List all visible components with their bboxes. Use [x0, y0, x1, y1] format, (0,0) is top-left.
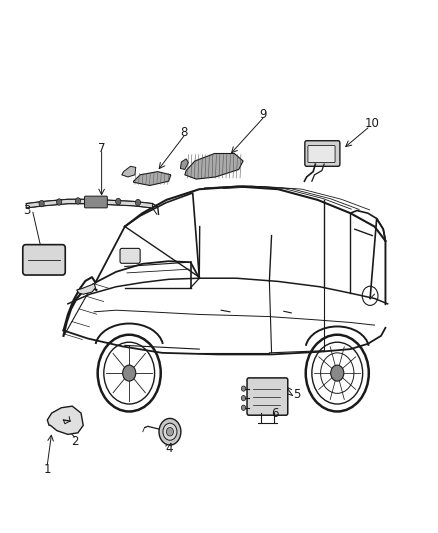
Text: 3: 3 [24, 204, 31, 217]
Circle shape [39, 200, 44, 207]
Circle shape [159, 418, 181, 445]
Circle shape [116, 198, 121, 205]
Circle shape [241, 395, 246, 401]
Polygon shape [180, 159, 188, 169]
Circle shape [75, 198, 81, 204]
FancyBboxPatch shape [120, 248, 140, 263]
Circle shape [57, 199, 62, 205]
Polygon shape [77, 284, 95, 294]
Circle shape [241, 386, 246, 391]
FancyBboxPatch shape [308, 146, 335, 163]
FancyBboxPatch shape [247, 378, 288, 415]
FancyBboxPatch shape [85, 196, 107, 208]
Circle shape [135, 199, 141, 206]
Text: 1: 1 [43, 463, 51, 475]
Text: 4: 4 [165, 442, 173, 455]
Text: 5: 5 [293, 388, 300, 401]
Circle shape [123, 365, 136, 381]
Circle shape [241, 405, 246, 410]
Text: 7: 7 [98, 142, 106, 155]
Circle shape [331, 365, 344, 381]
Polygon shape [47, 406, 83, 434]
Polygon shape [122, 166, 136, 177]
Circle shape [96, 198, 101, 204]
Text: 10: 10 [365, 117, 380, 130]
Text: 8: 8 [180, 126, 187, 139]
Circle shape [166, 427, 173, 436]
Text: 2: 2 [71, 435, 78, 448]
FancyBboxPatch shape [23, 245, 65, 275]
FancyBboxPatch shape [305, 141, 340, 166]
Polygon shape [134, 172, 171, 185]
Text: 6: 6 [271, 407, 279, 419]
Polygon shape [185, 154, 243, 179]
Polygon shape [26, 199, 152, 208]
Circle shape [163, 423, 177, 440]
Text: 9: 9 [259, 108, 267, 121]
